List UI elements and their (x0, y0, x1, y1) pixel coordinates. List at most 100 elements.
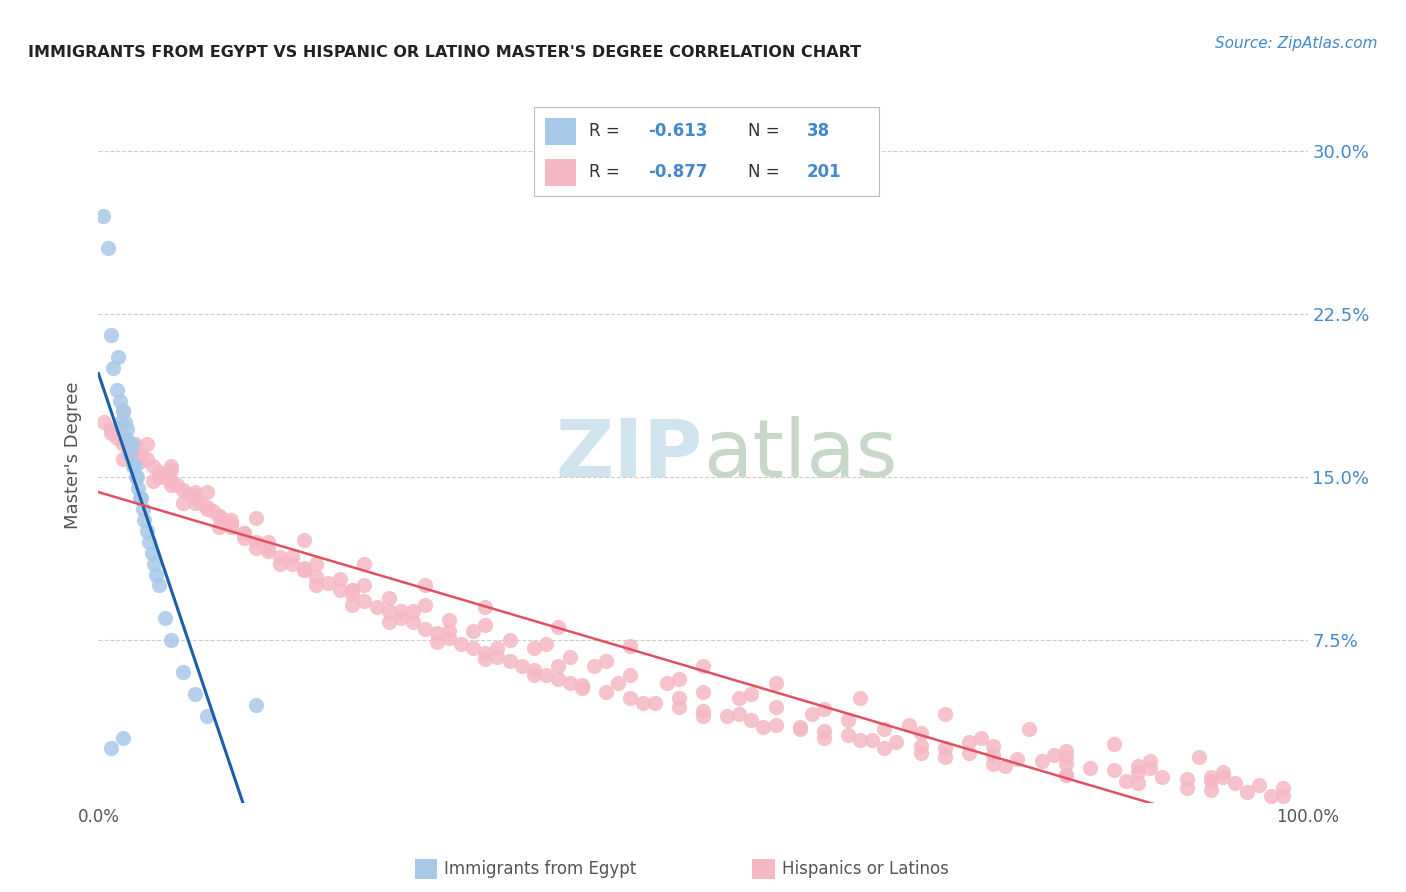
Point (873, 741, 896, 756)
Point (135, 524, 157, 538)
Point (245, 541, 267, 556)
Point (800, 706, 823, 721)
Text: N =: N = (748, 122, 785, 140)
Point (873, 722, 896, 736)
Point (607, 676, 630, 690)
Point (221, 513, 243, 527)
Point (195, 502, 218, 516)
Point (221, 517, 243, 532)
Point (571, 681, 593, 695)
Point (118, 443, 141, 458)
Point (256, 543, 278, 558)
Point (1054, 767, 1077, 781)
Point (910, 746, 932, 760)
Point (595, 655, 617, 669)
Point (486, 650, 509, 665)
Point (160, 463, 183, 477)
Point (1078, 761, 1101, 775)
Point (450, 637, 472, 651)
Point (910, 726, 932, 740)
Point (1128, 759, 1150, 773)
Point (1199, 770, 1222, 784)
Point (141, 546, 163, 560)
Point (160, 478, 183, 492)
Text: 38: 38 (807, 122, 830, 140)
Text: Source: ZipAtlas.com: Source: ZipAtlas.com (1215, 36, 1378, 51)
Point (105, 383, 128, 397)
Point (1212, 765, 1234, 780)
Point (221, 519, 243, 533)
Point (934, 750, 956, 764)
Point (195, 484, 218, 499)
Point (111, 437, 134, 451)
Point (166, 478, 188, 492)
Point (1054, 744, 1077, 758)
Point (160, 474, 183, 488)
Point (692, 658, 714, 673)
Point (108, 393, 131, 408)
Point (668, 700, 690, 714)
Point (269, 550, 291, 565)
Point (184, 491, 207, 506)
Point (1128, 765, 1150, 780)
Point (668, 672, 690, 686)
Y-axis label: Master's Degree: Master's Degree (65, 381, 83, 529)
Point (1018, 722, 1040, 736)
Point (1054, 750, 1077, 764)
Point (463, 641, 485, 656)
Point (111, 452, 134, 467)
Point (97, 241, 120, 255)
Point (389, 611, 412, 625)
Point (100, 426, 122, 441)
Point (1212, 770, 1234, 784)
Point (1128, 776, 1150, 790)
Point (957, 735, 980, 749)
Point (111, 404, 134, 418)
Point (245, 511, 267, 525)
Point (595, 685, 617, 699)
Point (124, 437, 146, 451)
Point (813, 724, 835, 739)
Point (160, 632, 183, 647)
Text: R =: R = (589, 163, 626, 181)
Point (190, 496, 212, 510)
Point (110, 415, 132, 429)
Point (148, 578, 170, 592)
Point (353, 578, 375, 592)
Point (534, 667, 557, 681)
Point (547, 620, 569, 634)
Point (957, 746, 980, 760)
Point (281, 550, 304, 565)
Point (523, 641, 546, 656)
Point (789, 720, 811, 734)
Point (547, 658, 569, 673)
Point (860, 732, 883, 747)
Point (377, 615, 399, 630)
Point (486, 641, 509, 656)
Point (849, 732, 872, 747)
Point (631, 696, 654, 710)
Point (172, 483, 194, 497)
Point (184, 489, 207, 503)
Point (740, 713, 762, 727)
Point (765, 676, 787, 690)
Point (510, 658, 533, 673)
Point (305, 557, 328, 571)
Point (100, 422, 122, 436)
Point (619, 691, 641, 706)
Point (437, 613, 460, 627)
Point (172, 665, 194, 680)
Point (107, 350, 129, 364)
Point (329, 582, 352, 597)
Point (474, 646, 496, 660)
Point (292, 561, 315, 575)
Point (195, 500, 218, 514)
Point (1102, 763, 1125, 777)
Point (153, 611, 176, 625)
Point (142, 474, 165, 488)
Point (716, 708, 738, 723)
Point (129, 491, 152, 506)
Point (305, 570, 328, 584)
Text: atlas: atlas (703, 416, 897, 494)
Point (316, 576, 339, 591)
